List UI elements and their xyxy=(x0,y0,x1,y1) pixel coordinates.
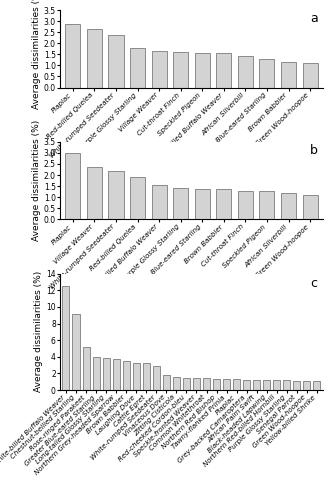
Bar xyxy=(173,376,180,390)
Bar xyxy=(195,52,210,88)
Y-axis label: Average dissimilarities (%): Average dissimilarities (%) xyxy=(32,120,41,241)
Bar xyxy=(303,381,310,390)
Bar xyxy=(238,190,253,220)
Bar xyxy=(153,366,160,390)
Bar xyxy=(293,380,300,390)
Bar xyxy=(313,382,320,390)
Text: b: b xyxy=(310,144,318,157)
Bar xyxy=(152,51,167,88)
Bar xyxy=(113,360,120,390)
Y-axis label: Average dissimilarities (%): Average dissimilarities (%) xyxy=(32,0,41,110)
Bar xyxy=(130,48,145,88)
Bar xyxy=(281,193,296,220)
Bar xyxy=(238,56,253,88)
Bar xyxy=(263,380,270,390)
Bar xyxy=(253,380,260,390)
Bar xyxy=(73,314,80,390)
Bar xyxy=(216,53,231,88)
Bar xyxy=(152,185,167,220)
Bar xyxy=(133,362,140,390)
Bar xyxy=(109,36,124,88)
Bar xyxy=(281,62,296,88)
Bar xyxy=(216,189,231,220)
Bar xyxy=(259,58,274,87)
Bar xyxy=(195,189,210,220)
Bar xyxy=(233,380,240,390)
Bar xyxy=(302,63,318,88)
Bar xyxy=(63,286,70,390)
Bar xyxy=(259,191,274,220)
Bar xyxy=(65,153,81,220)
Bar xyxy=(109,170,124,220)
Bar xyxy=(163,376,170,390)
Bar xyxy=(143,364,150,390)
Text: a: a xyxy=(310,12,318,26)
Bar xyxy=(283,380,290,390)
Bar xyxy=(273,380,280,390)
Bar xyxy=(93,357,100,390)
Bar xyxy=(302,196,318,220)
Bar xyxy=(223,379,230,390)
Bar xyxy=(213,379,220,390)
Bar xyxy=(103,358,110,390)
Y-axis label: Average dissimilarities (%): Average dissimilarities (%) xyxy=(34,271,43,392)
Bar xyxy=(87,29,102,88)
Text: c: c xyxy=(311,277,318,290)
Bar xyxy=(183,378,190,390)
Bar xyxy=(65,24,81,88)
Bar xyxy=(123,361,130,390)
Bar xyxy=(173,188,188,220)
Bar xyxy=(130,178,145,220)
Bar xyxy=(83,347,90,390)
Bar xyxy=(243,380,250,390)
Bar xyxy=(193,378,200,390)
Bar xyxy=(173,52,188,88)
Bar xyxy=(87,166,102,220)
Bar xyxy=(203,378,210,390)
